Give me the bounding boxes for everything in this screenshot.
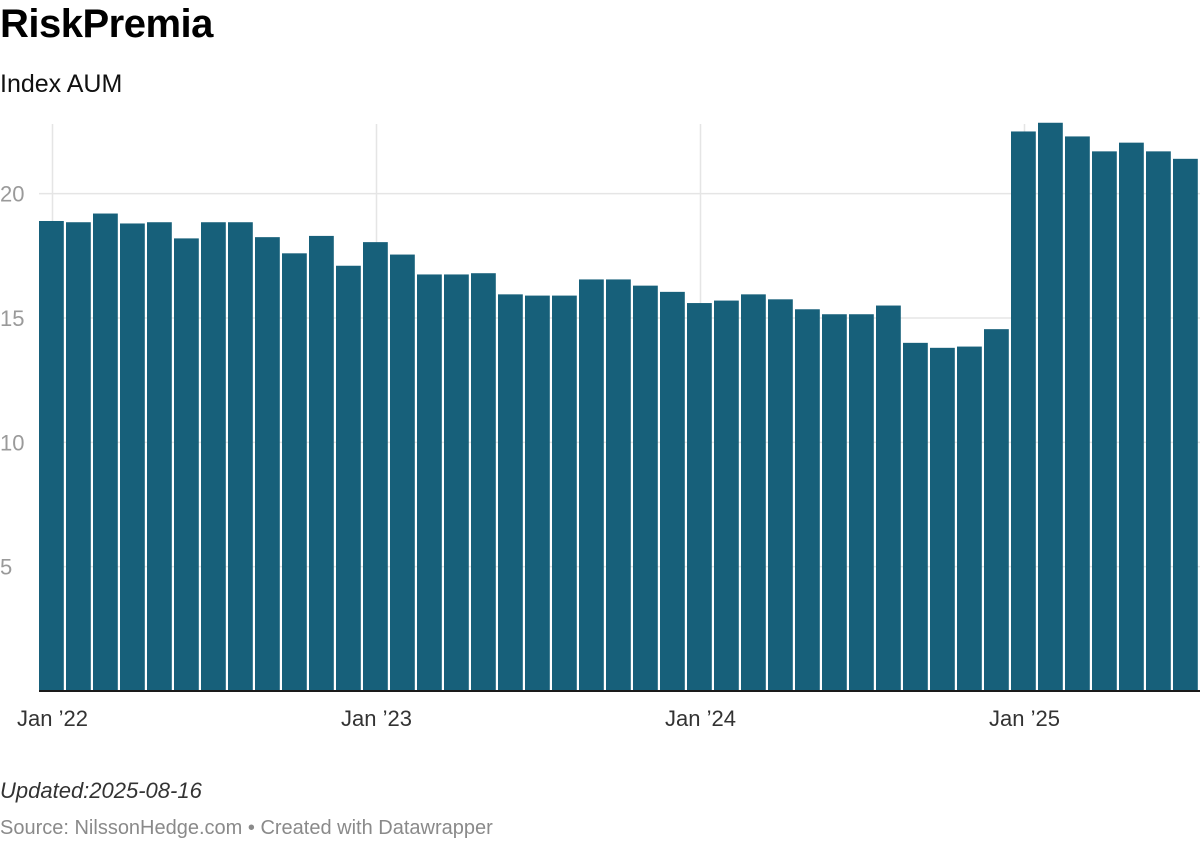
- bar: [633, 285, 658, 691]
- bar: [849, 314, 874, 691]
- bar: [201, 222, 226, 692]
- bar: [714, 300, 739, 691]
- bar: [1038, 122, 1063, 691]
- bar: [336, 265, 361, 691]
- updated-note: Updated:2025-08-16: [0, 778, 202, 803]
- bar: [552, 295, 577, 691]
- bar: [768, 299, 793, 691]
- bar: [39, 220, 64, 692]
- bar: [147, 222, 172, 692]
- bar: [525, 295, 550, 691]
- bar: [1173, 158, 1198, 691]
- bar: [876, 305, 901, 691]
- x-tick-label: Jan ’24: [665, 706, 736, 731]
- x-tick-label: Jan ’23: [341, 706, 412, 731]
- y-tick-label: 15: [0, 306, 24, 331]
- bar: [174, 238, 199, 691]
- bar: [363, 242, 388, 692]
- bar: [579, 279, 604, 691]
- bar: [66, 222, 91, 692]
- bar: [120, 223, 145, 691]
- bar: [471, 273, 496, 691]
- bar-layer: [39, 122, 1198, 692]
- bar: [1119, 142, 1144, 691]
- bar: [390, 254, 415, 691]
- y-tick-label: 5: [0, 555, 12, 580]
- bar: [417, 274, 442, 691]
- bar: [687, 303, 712, 691]
- bar: [1092, 151, 1117, 692]
- bar: [795, 309, 820, 691]
- bar: [255, 237, 280, 691]
- x-tick-label: Jan ’22: [17, 706, 88, 731]
- source-note: Source: NilssonHedge.com • Created with …: [0, 817, 493, 839]
- bar: [1146, 151, 1171, 692]
- bar: [1065, 136, 1090, 691]
- bar: [822, 314, 847, 691]
- bar: [228, 222, 253, 692]
- chart-subtitle: Index AUM: [0, 70, 123, 98]
- bar: [1011, 131, 1036, 691]
- chart-title: RiskPremia: [0, 2, 213, 46]
- bar: [957, 346, 982, 691]
- bar: [930, 347, 955, 691]
- bar: [93, 213, 118, 691]
- y-tick-label: 10: [0, 430, 24, 455]
- bar: [282, 253, 307, 691]
- axis-layer: 5 10 15 20 Jan ’22 Jan ’23 Jan ’24 Jan ’25: [0, 182, 1200, 731]
- bar: [741, 294, 766, 691]
- y-tick-label: 20: [0, 182, 24, 207]
- bar: [903, 342, 928, 691]
- bar: [309, 235, 334, 691]
- bar: [444, 274, 469, 691]
- bar: [660, 291, 685, 691]
- bar: [984, 329, 1009, 691]
- bar: [498, 294, 523, 691]
- bar: [606, 279, 631, 691]
- x-tick-label: Jan ’25: [989, 706, 1060, 731]
